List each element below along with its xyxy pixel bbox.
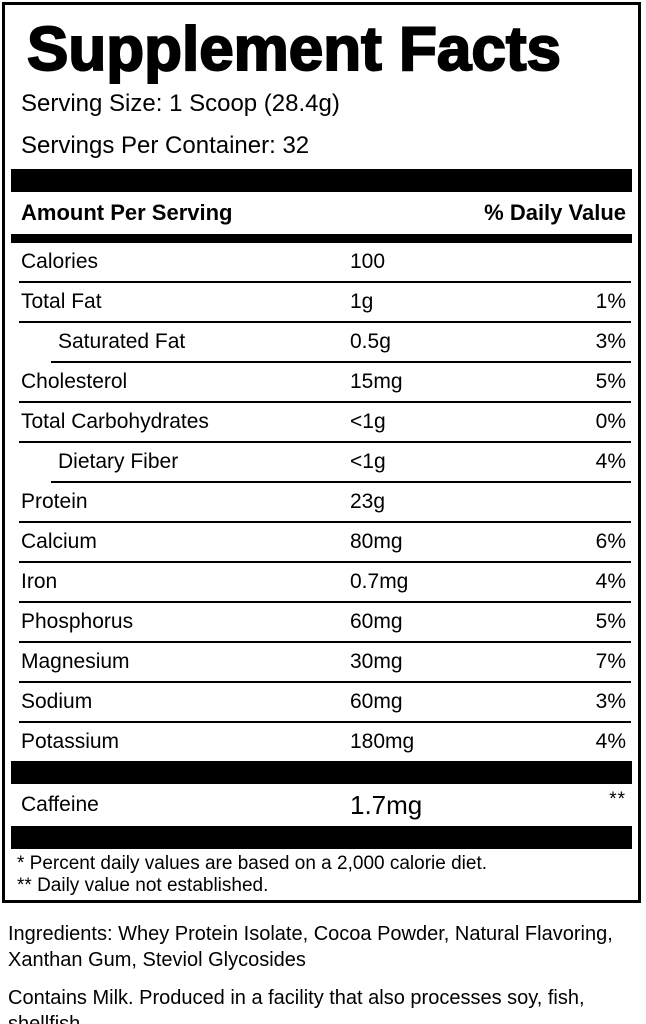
row-separator [19, 721, 631, 723]
panel-title: Supplement Facts [26, 15, 562, 84]
nutrient-name: Calories [21, 250, 99, 273]
nutrient-row-caffeine: Caffeine 1.7mg ** [5, 784, 638, 826]
nutrient-row: Iron 0.7mg 4% [5, 563, 638, 601]
nutrient-row: Total Carbohydrates <1g 0% [5, 403, 638, 441]
supplement-facts-panel: Supplement Facts Serving Size: 1 Scoop (… [2, 2, 641, 903]
nutrient-amount: 0.5g [350, 330, 391, 353]
row-separator [19, 441, 631, 443]
nutrient-daily-value: 4% [595, 730, 626, 753]
nutrient-name: Sodium [21, 690, 93, 713]
nutrient-name: Iron [21, 570, 58, 593]
nutrient-name: Total Carbohydrates [21, 410, 209, 433]
caffeine-name: Caffeine [21, 793, 99, 816]
nutrient-daily-value: 6% [595, 530, 626, 553]
nutrient-name: Calcium [21, 530, 97, 553]
row-separator [19, 401, 631, 403]
nutrient-daily-value: 3% [595, 330, 626, 353]
nutrient-amount: <1g [350, 450, 386, 473]
nutrient-daily-value: 1% [595, 290, 626, 313]
amount-per-serving-header: Amount Per Serving [21, 200, 233, 225]
nutrient-amount: 80mg [350, 530, 403, 553]
nutrient-amount: 60mg [350, 690, 403, 713]
row-separator [51, 361, 631, 363]
nutrient-name: Protein [21, 490, 88, 513]
nutrient-row: Sodium 60mg 3% [5, 683, 638, 721]
nutrient-row: Saturated Fat 0.5g 3% [5, 323, 638, 361]
row-separator [19, 601, 631, 603]
nutrient-daily-value: 3% [595, 690, 626, 713]
nutrient-table: Calories 100 Total Fat 1g 1% Saturated F… [5, 243, 638, 761]
row-separator [19, 281, 631, 283]
nutrient-name: Saturated Fat [58, 330, 186, 353]
daily-value-header: % Daily Value [484, 200, 626, 225]
nutrient-row: Phosphorus 60mg 5% [5, 603, 638, 641]
nutrient-amount: 23g [350, 490, 386, 513]
nutrient-row: Calcium 80mg 6% [5, 523, 638, 561]
nutrient-amount: 1g [350, 290, 374, 313]
nutrient-daily-value: 0% [595, 410, 626, 433]
divider-thick-caffeine-top [11, 761, 632, 784]
nutrient-daily-value: 5% [595, 370, 626, 393]
nutrient-amount: 0.7mg [350, 570, 409, 593]
nutrient-name: Phosphorus [21, 610, 134, 633]
nutrient-amount: 60mg [350, 610, 403, 633]
nutrient-row: Calories 100 [5, 243, 638, 281]
row-separator [19, 561, 631, 563]
ingredients-text: Ingredients: Whey Protein Isolate, Cocoa… [8, 923, 613, 971]
row-separator [19, 321, 631, 323]
nutrient-name: Dietary Fiber [58, 450, 179, 473]
divider-medium [11, 234, 632, 243]
nutrient-row: Cholesterol 15mg 5% [5, 363, 638, 401]
table-header-row: Amount Per Serving % Daily Value [5, 192, 638, 234]
nutrient-name: Magnesium [21, 650, 130, 673]
nutrient-daily-value: 4% [595, 570, 626, 593]
caffeine-amount: 1.7mg [350, 790, 423, 820]
row-separator [51, 481, 631, 483]
footnote-daily-values: * Percent daily values are based on a 2,… [17, 853, 488, 874]
nutrient-daily-value: 5% [595, 610, 626, 633]
nutrient-daily-value: 4% [595, 450, 626, 473]
caffeine-daily-value: ** [609, 789, 626, 810]
nutrient-name: Cholesterol [21, 370, 128, 393]
serving-size-line: Serving Size: 1 Scoop (28.4g) [21, 90, 340, 117]
row-separator [19, 641, 631, 643]
servings-per-container-line: Servings Per Container: 32 [21, 132, 310, 159]
divider-thick-top [11, 169, 632, 192]
nutrient-row: Potassium 180mg 4% [5, 723, 638, 761]
nutrient-amount: 180mg [350, 730, 415, 753]
nutrient-row: Dietary Fiber <1g 4% [5, 443, 638, 481]
nutrient-name: Potassium [21, 730, 120, 753]
nutrient-amount: 15mg [350, 370, 403, 393]
footnotes: * Percent daily values are based on a 2,… [17, 853, 628, 897]
nutrient-row: Protein 23g [5, 483, 638, 521]
nutrient-amount: 30mg [350, 650, 403, 673]
allergen-text: Contains Milk. Produced in a facility th… [8, 987, 585, 1024]
nutrient-row: Magnesium 30mg 7% [5, 643, 638, 681]
nutrient-name: Total Fat [21, 290, 102, 313]
footnote-not-established: ** Daily value not established. [17, 875, 269, 896]
row-separator [19, 521, 631, 523]
nutrient-daily-value: 7% [595, 650, 626, 673]
divider-thick-caffeine-bottom [11, 826, 632, 849]
row-separator [19, 681, 631, 683]
nutrient-amount: 100 [350, 250, 386, 273]
nutrient-row: Total Fat 1g 1% [5, 283, 638, 321]
nutrient-amount: <1g [350, 410, 386, 433]
